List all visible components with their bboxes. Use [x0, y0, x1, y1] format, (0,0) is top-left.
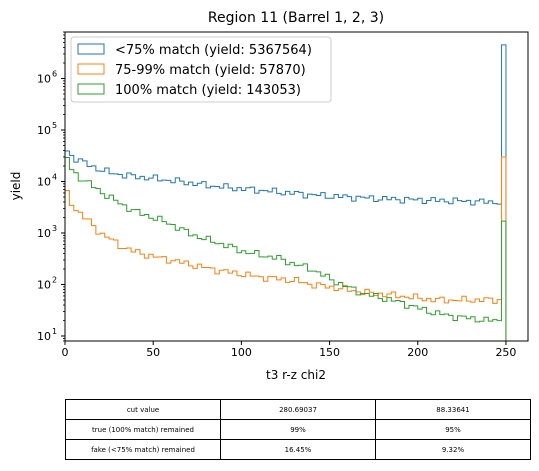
- y-tick-label: 10: [37, 279, 51, 292]
- table-cell: fake (<75% match) remained: [66, 440, 221, 460]
- x-tick-label: 50: [146, 346, 160, 359]
- table-row: cut value 280.69037 88.33641: [66, 400, 531, 420]
- legend-label: 100% match (yield: 143053): [115, 83, 301, 98]
- table-cell: 95%: [376, 420, 531, 440]
- table-cell: 99%: [221, 420, 376, 440]
- x-tick-label: 0: [62, 346, 69, 359]
- legend-label: <75% match (yield: 5367564): [115, 43, 312, 58]
- y-tick-label: 10: [37, 73, 51, 86]
- y-tick-exponent: 3: [52, 224, 57, 233]
- chart-figure: Region 11 (Barrel 1, 2, 3) 0 50 100 150 200 2…: [0, 0, 539, 400]
- table-cell: 88.33641: [376, 400, 531, 420]
- y-tick-exponent: 2: [52, 276, 57, 285]
- y-tick-exponent: 6: [52, 70, 57, 79]
- y-tick-label: 10: [37, 176, 51, 189]
- y-tick-exponent: 4: [52, 173, 57, 182]
- y-tick-exponent: 1: [52, 327, 57, 336]
- table-cell: true (100% match) remained: [66, 420, 221, 440]
- table-cell: 9.32%: [376, 440, 531, 460]
- table-cell: 280.69037: [221, 400, 376, 420]
- table-row: true (100% match) remained 99% 95%: [66, 420, 531, 440]
- x-tick-label: 200: [407, 346, 428, 359]
- x-tick-label: 250: [495, 346, 516, 359]
- table-cell: 16.45%: [221, 440, 376, 460]
- cut-table: cut value 280.69037 88.33641 true (100% …: [65, 399, 531, 460]
- legend: <75% match (yield: 5367564) 75-99% match …: [71, 37, 331, 102]
- x-tick-label: 100: [231, 346, 252, 359]
- y-tick-label: 10: [37, 124, 51, 137]
- y-tick-label: 10: [37, 330, 51, 343]
- y-tick-label: 10: [37, 227, 51, 240]
- legend-label: 75-99% match (yield: 57870): [115, 63, 306, 78]
- y-tick-exponent: 5: [52, 121, 57, 130]
- chart-title: Region 11 (Barrel 1, 2, 3): [208, 10, 384, 26]
- x-axis-label: t3 r-z chi2: [266, 368, 326, 382]
- table-row: fake (<75% match) remained 16.45% 9.32%: [66, 440, 531, 460]
- y-axis-label: yield: [9, 172, 23, 201]
- x-tick-label: 150: [319, 346, 340, 359]
- table-cell: cut value: [66, 400, 221, 420]
